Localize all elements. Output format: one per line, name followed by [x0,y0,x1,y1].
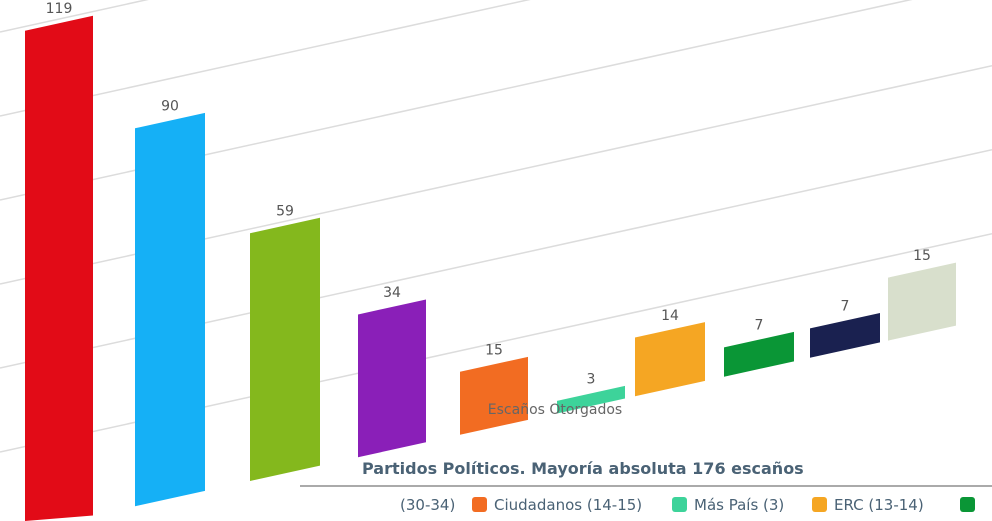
data-label: 15 [485,342,503,358]
chart-title: Partidos Políticos. Mayoría absoluta 176… [362,459,804,478]
legend-item[interactable] [960,497,975,512]
data-label: 34 [383,285,401,301]
gridline [0,0,149,33]
legend-swatch [672,497,687,512]
data-label: 3 [587,371,596,387]
legend-swatch [960,497,975,512]
legend-swatch [472,497,487,512]
bar[interactable] [888,262,956,341]
bar[interactable] [135,112,205,507]
legend-label: ERC (13-14) [834,496,924,514]
data-label: 15 [913,248,931,264]
legend: (30-34) Ciudadanos (14-15) Más País (3) ERC… [400,496,975,514]
data-label: 59 [276,204,294,220]
bar[interactable] [250,217,320,482]
data-label: 14 [661,308,679,324]
legend-item[interactable]: Más País (3) [672,496,784,514]
x-axis-title: Escaños Otorgados [488,402,622,418]
bar[interactable] [25,15,93,521]
legend-item[interactable]: Ciudadanos (14-15) [472,496,642,514]
legend-label: Ciudadanos (14-15) [494,496,642,514]
gridline [0,0,531,117]
legend-label: Más País (3) [694,496,784,514]
data-label: 7 [755,318,764,334]
data-label: 7 [841,299,850,315]
bar[interactable] [724,331,794,377]
data-label: 119 [46,1,73,17]
bar[interactable] [635,322,705,397]
bar[interactable] [358,299,426,458]
data-label: 90 [161,99,179,115]
legend-swatch [812,497,827,512]
bar[interactable] [557,385,625,414]
bar[interactable] [460,356,528,435]
legend-item[interactable]: (30-34) [400,496,455,514]
bar[interactable] [810,313,880,358]
legend-label: (30-34) [400,496,455,514]
legend-item[interactable]: ERC (13-14) [812,496,924,514]
